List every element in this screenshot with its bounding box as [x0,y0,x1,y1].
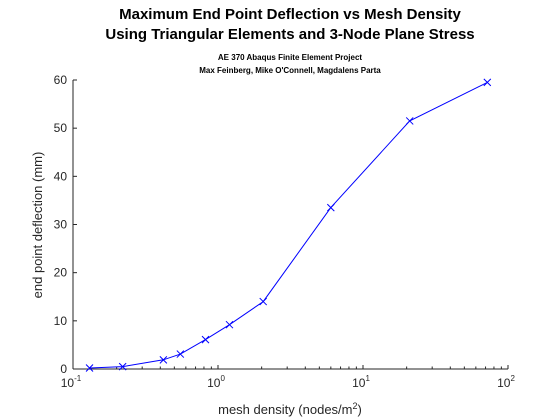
x-axis-label: mesh density (nodes/m2) [218,401,362,417]
data-point-marker [483,78,492,87]
chart-subtitle-line-1: AE 370 Abaqus Finite Element Project [218,53,363,62]
y-tick-label: 0 [60,362,67,376]
x-tick-label-base: 10 [352,376,366,390]
y-tick-label: 40 [54,169,68,183]
y-tick-label: 60 [54,73,68,87]
chart-subtitle-line-2: Max Feinberg, Mike O'Connell, Magdalens … [199,66,381,75]
y-tick-label: 10 [54,314,68,328]
x-tick-label-exp: 0 [220,374,225,383]
data-point-marker [85,364,94,372]
x-tick-label-base: 10 [61,376,75,390]
x-tick-label-base: 10 [497,376,511,390]
x-tick-label: 102 [497,374,515,390]
series-line [89,81,488,369]
y-tick-label: 30 [54,218,68,232]
data-point-marker [225,320,234,329]
x-tick-label-exp: 1 [365,374,370,383]
data-point-marker [201,335,210,344]
chart-title-line-2: Using Triangular Elements and 3-Node Pla… [105,26,474,43]
y-axis-label: end point deflection (mm) [30,152,45,299]
chart-title-line-1: Maximum End Point Deflection vs Mesh Den… [119,6,461,23]
data-point-marker [159,355,168,364]
x-tick-label: 10-1 [61,374,82,390]
x-tick-label-exp: 2 [510,374,515,383]
y-tick-label: 50 [54,121,68,135]
x-axis-label-sup: 2 [353,401,358,411]
data-point-marker [326,203,335,212]
x-axis-label-main: mesh density (nodes/m [218,402,352,417]
data-point-marker [405,117,414,125]
x-tick-label-base: 10 [207,376,221,390]
data-point-marker [118,362,127,371]
x-tick-label: 100 [207,374,225,390]
data-point-marker [176,350,185,358]
x-axis-label-end: ) [358,402,362,417]
x-tick-label: 101 [352,374,370,390]
x-tick-label-exp: -1 [74,374,82,383]
y-tick-label: 20 [54,266,68,280]
data-point-marker [259,297,268,306]
